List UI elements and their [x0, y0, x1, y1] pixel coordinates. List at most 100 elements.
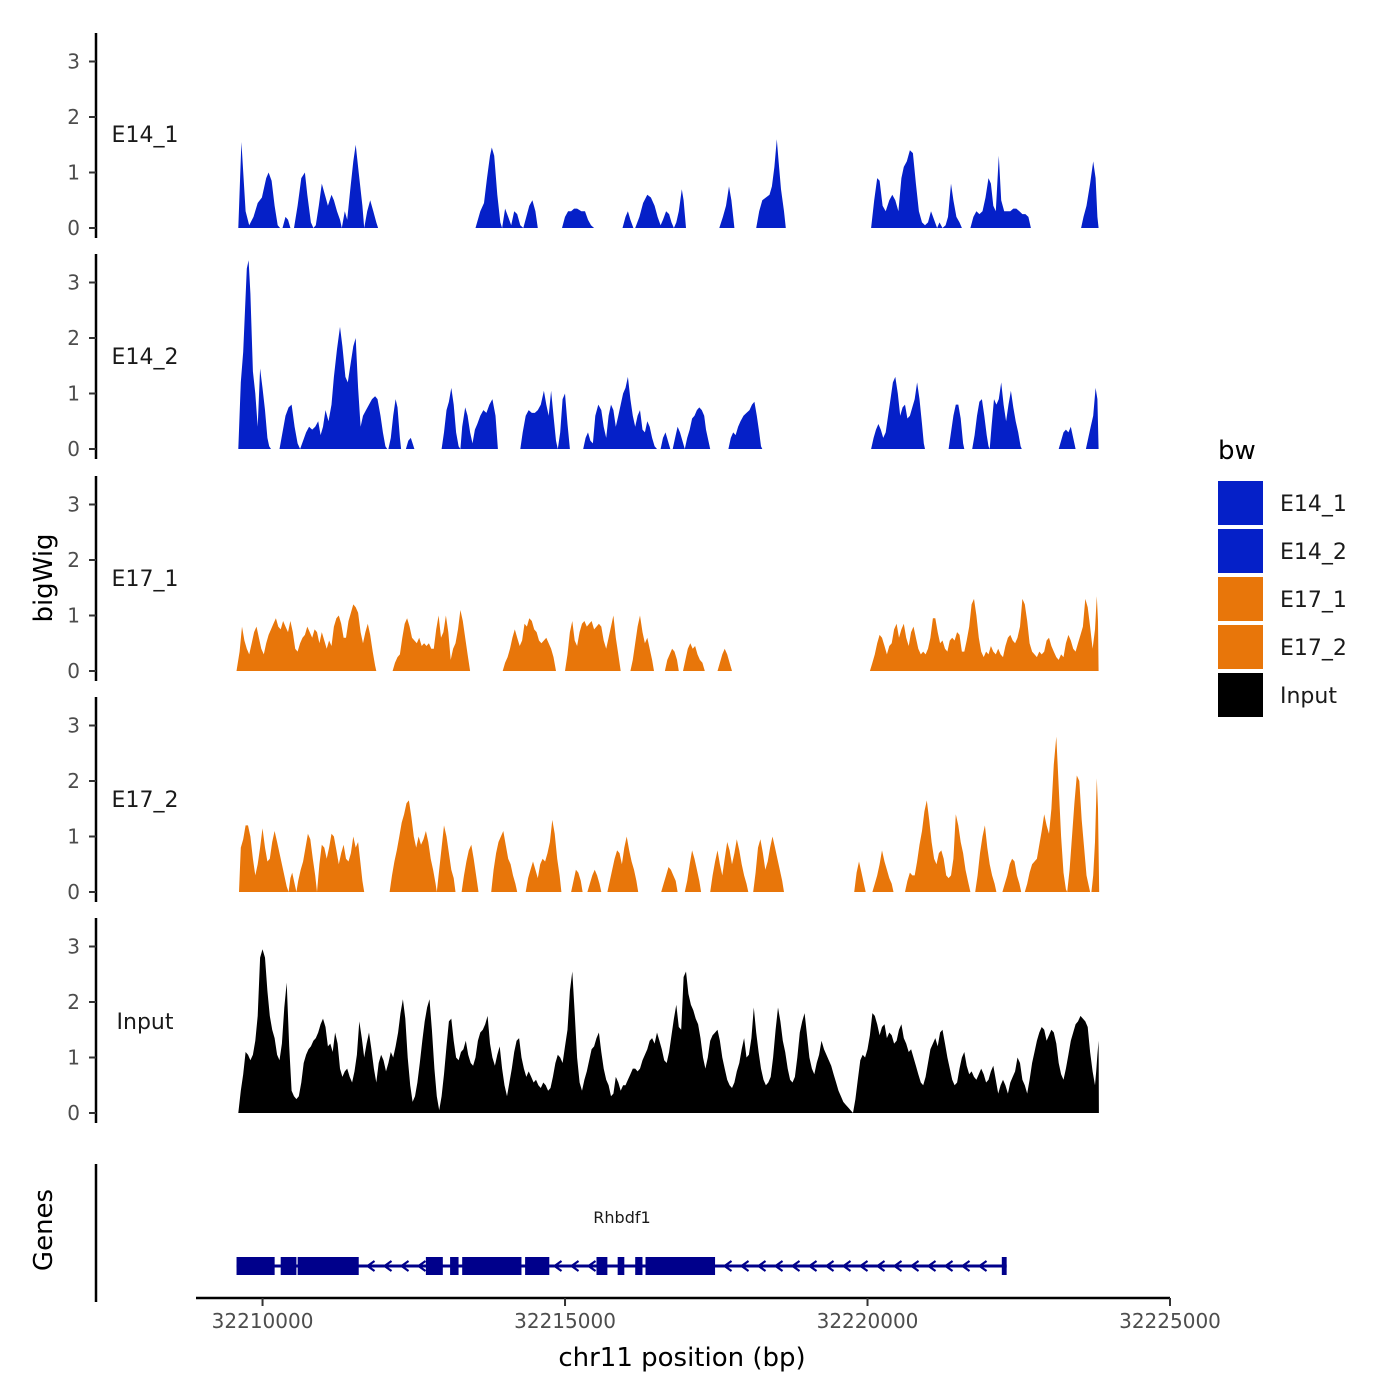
signal-area	[972, 382, 1022, 449]
signal-area	[672, 407, 711, 449]
legend-title: bw	[1218, 436, 1256, 466]
strand-arrow	[875, 1260, 886, 1272]
strand-arrow	[756, 1260, 767, 1272]
track-label: E17_1	[112, 567, 179, 592]
y-tick-label: 2	[67, 990, 80, 1014]
signal-area	[392, 610, 471, 671]
signal-area	[948, 404, 965, 449]
signal-area	[571, 869, 583, 892]
strand-arrow	[382, 1260, 393, 1272]
track-e14-2: 0 1 2 3 E14_2	[67, 254, 1099, 461]
x-axis: 32210000 32215000 32220000 32225000	[196, 1296, 1221, 1333]
signal-area	[664, 648, 679, 671]
signal-area	[756, 139, 786, 228]
signal-area	[869, 596, 1099, 671]
x-tick-label: 32210000	[212, 1309, 314, 1333]
track-label: E14_1	[112, 123, 179, 148]
signal-area	[441, 387, 498, 449]
gene-exon	[297, 1257, 359, 1275]
signal-area	[279, 326, 388, 449]
gene-exon	[596, 1257, 608, 1275]
legend-item: E17_2	[1218, 625, 1347, 669]
y-tick-label: 1	[67, 825, 80, 849]
legend-item: E17_1	[1218, 577, 1347, 621]
y-tick-label: 1	[67, 382, 80, 406]
signal-area	[661, 867, 678, 892]
signal-area	[388, 399, 402, 449]
y-tick-label: 1	[67, 604, 80, 628]
y-tick-label: 3	[67, 271, 80, 295]
signal-area	[238, 142, 379, 228]
y-tick-label: 0	[67, 1101, 80, 1125]
signal-area	[719, 186, 735, 228]
gene-track: Rhbdf1	[94, 1164, 1007, 1302]
gene-exon	[525, 1257, 550, 1275]
gene-exon	[635, 1257, 643, 1275]
genes-axis-title: Genes	[29, 1189, 59, 1271]
y-tick-label: 2	[67, 548, 80, 572]
signal-area	[238, 949, 1099, 1113]
y-tick-label: 3	[67, 50, 80, 74]
signal-area	[565, 615, 621, 671]
signal-area	[753, 836, 784, 892]
gene-exon	[425, 1257, 443, 1275]
x-tick-label: 32215000	[514, 1309, 616, 1333]
legend-key	[1218, 577, 1263, 621]
legend-key	[1218, 529, 1263, 573]
legend-item: E14_1	[1218, 481, 1347, 525]
strand-arrow	[722, 1260, 733, 1272]
strand-arrow	[739, 1260, 750, 1272]
y-tick-label: 3	[67, 714, 80, 738]
signal-area	[502, 618, 556, 671]
signal-area	[520, 390, 570, 449]
y-tick-label: 2	[67, 326, 80, 350]
signal-area	[1058, 426, 1076, 449]
strand-arrow	[365, 1260, 376, 1272]
signal-area	[405, 437, 415, 449]
track-label: Input	[117, 1010, 174, 1035]
signal-area	[710, 839, 749, 892]
gene-exon	[236, 1257, 275, 1275]
strand-arrow	[399, 1260, 410, 1272]
legend: bw E14_1 E14_2 E17_1 E17_2 Input	[1218, 436, 1347, 717]
x-tick-label: 32225000	[1119, 1309, 1221, 1333]
strand-arrow	[960, 1260, 971, 1272]
y-tick-label: 2	[67, 105, 80, 129]
strand-arrow	[977, 1260, 988, 1272]
gene-exon	[462, 1257, 522, 1275]
signal-area	[728, 401, 763, 449]
track-e17-2: 0 1 2 3 E17_2	[67, 697, 1100, 904]
signal-area	[872, 850, 894, 892]
legend-item: E14_2	[1218, 529, 1347, 573]
track-e14-1: 0 1 2 3 E14_1	[67, 33, 1099, 240]
signal-area	[238, 260, 271, 449]
strand-arrow	[943, 1260, 954, 1272]
y-tick-label: 1	[67, 161, 80, 185]
strand-arrow	[892, 1260, 903, 1272]
signal-area	[461, 844, 479, 892]
signal-area	[871, 376, 925, 449]
legend-label: E17_2	[1280, 636, 1347, 661]
signal-area	[684, 850, 702, 892]
y-tick-label: 3	[67, 493, 80, 517]
legend-item: Input	[1218, 673, 1337, 717]
signal-area	[583, 376, 657, 449]
signal-area	[1024, 736, 1091, 892]
signal-area	[660, 432, 671, 449]
signal-area	[389, 800, 456, 892]
signal-area	[975, 825, 997, 892]
legend-key	[1218, 481, 1263, 525]
track-label: E17_2	[112, 788, 179, 813]
gene-exon	[280, 1257, 297, 1275]
signal-area	[236, 604, 377, 671]
legend-label: E17_1	[1280, 588, 1347, 613]
legend-key	[1218, 625, 1263, 669]
gene-label: Rhbdf1	[593, 1208, 650, 1227]
legend-key	[1218, 673, 1263, 717]
signal-area	[587, 869, 602, 892]
track-label: E14_2	[112, 345, 179, 370]
strand-arrow	[790, 1260, 801, 1272]
gene-exon	[617, 1257, 625, 1275]
strand-arrow	[416, 1260, 427, 1272]
